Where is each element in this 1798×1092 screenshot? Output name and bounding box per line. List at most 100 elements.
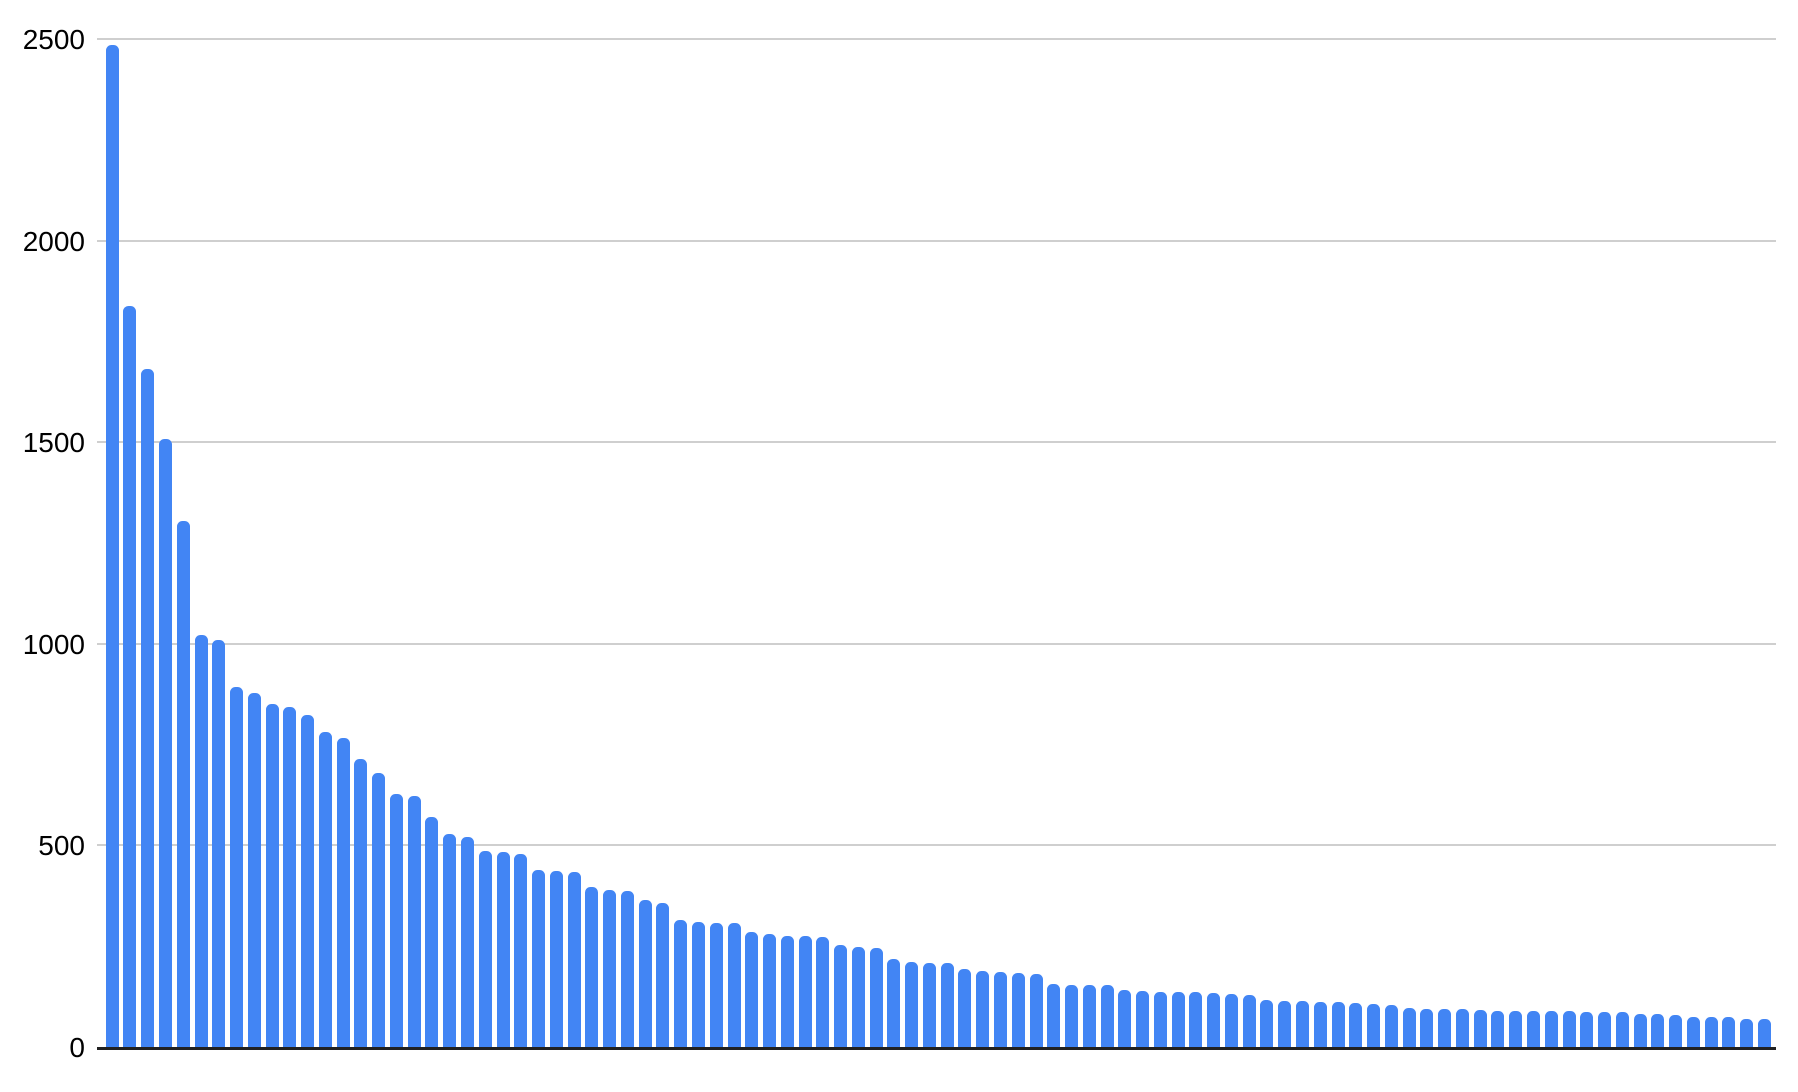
- bar: [1367, 1003, 1381, 1048]
- bar: [123, 306, 137, 1048]
- bar: [922, 962, 936, 1048]
- y-axis-tick-label: 500: [38, 830, 85, 862]
- bar: [230, 686, 244, 1048]
- bar: [1047, 984, 1061, 1048]
- bar: [407, 796, 421, 1048]
- bar: [585, 887, 599, 1048]
- bar: [1669, 1014, 1683, 1048]
- bar: [656, 902, 670, 1048]
- bar: [105, 45, 119, 1048]
- bar: [1296, 1001, 1310, 1048]
- bar: [603, 890, 617, 1048]
- bar: [1704, 1016, 1718, 1048]
- bar: [549, 870, 563, 1048]
- bar: [1473, 1010, 1487, 1048]
- bar: [1402, 1007, 1416, 1048]
- bar: [1331, 1002, 1345, 1048]
- bar: [763, 934, 777, 1048]
- bar: [425, 816, 439, 1048]
- bar: [265, 704, 279, 1048]
- bar: [887, 958, 901, 1048]
- bar: [443, 834, 457, 1048]
- plot-area: [97, 38, 1776, 1050]
- bar: [1526, 1010, 1540, 1048]
- bar: [1189, 992, 1203, 1048]
- bar: [727, 923, 741, 1048]
- bar: [354, 759, 368, 1048]
- bar: [1740, 1018, 1754, 1048]
- y-axis-tick-label: 0: [69, 1032, 85, 1063]
- gridline: [97, 239, 1776, 242]
- bar: [496, 852, 510, 1048]
- y-axis-tick-label: 2500: [22, 24, 85, 55]
- bar: [461, 837, 475, 1048]
- bar: [780, 935, 794, 1048]
- bar: [834, 944, 848, 1048]
- bar: [1065, 984, 1079, 1048]
- bar: [1224, 994, 1238, 1048]
- bar: [1242, 994, 1256, 1048]
- bar: [905, 961, 919, 1048]
- bar: [1455, 1009, 1469, 1048]
- x-axis-line: [97, 1047, 1776, 1050]
- bar: [1509, 1010, 1523, 1048]
- bar: [1420, 1008, 1434, 1048]
- bar: [1615, 1012, 1629, 1048]
- bar: [1153, 991, 1167, 1048]
- bar: [1260, 1000, 1274, 1048]
- bar: [336, 737, 350, 1048]
- bar: [851, 946, 865, 1048]
- bar: [514, 854, 528, 1048]
- bar: [1722, 1017, 1736, 1048]
- bar: [1118, 990, 1132, 1048]
- bar: [158, 439, 172, 1048]
- bar: [1278, 1000, 1292, 1048]
- bar: [1100, 985, 1114, 1048]
- bar: [638, 900, 652, 1048]
- bar: [176, 521, 190, 1048]
- bar: [532, 870, 546, 1048]
- bar: [816, 937, 830, 1048]
- bar: [674, 919, 688, 1048]
- bar: [389, 793, 403, 1048]
- bar: [318, 732, 332, 1048]
- y-axis-tick-label: 2000: [22, 225, 85, 257]
- gridline: [97, 38, 1776, 40]
- bar: [283, 707, 297, 1048]
- bar: [478, 850, 492, 1048]
- bar: [1544, 1010, 1558, 1048]
- bar: [620, 890, 634, 1048]
- bar: [1011, 972, 1025, 1048]
- bar: [212, 639, 226, 1048]
- bar: [141, 369, 155, 1048]
- bar: [1580, 1011, 1594, 1048]
- bar: [798, 936, 812, 1048]
- bar: [994, 971, 1007, 1048]
- bar: [1029, 973, 1043, 1048]
- bar: [940, 962, 954, 1048]
- bar: [1757, 1018, 1771, 1048]
- gridline: [97, 441, 1776, 444]
- gridline: [97, 642, 1776, 645]
- bar: [1438, 1008, 1452, 1048]
- bar: [1207, 993, 1221, 1048]
- bar: [247, 692, 261, 1048]
- y-axis-tick-label: 1000: [22, 628, 85, 660]
- y-axis-tick-label: 1500: [22, 427, 85, 459]
- bar: [1651, 1014, 1665, 1048]
- bar: [1136, 991, 1150, 1048]
- bar: [709, 922, 723, 1048]
- bar: [567, 871, 581, 1048]
- bar: [1384, 1005, 1398, 1048]
- bar: [1491, 1010, 1505, 1048]
- bar: [301, 714, 315, 1048]
- bar: [745, 931, 759, 1048]
- bar: [372, 773, 386, 1048]
- bar: [1171, 991, 1185, 1048]
- gridline: [97, 844, 1776, 847]
- bar: [1633, 1013, 1647, 1048]
- bar: [1562, 1011, 1576, 1048]
- bar: [1686, 1016, 1700, 1048]
- bar: [1598, 1011, 1612, 1048]
